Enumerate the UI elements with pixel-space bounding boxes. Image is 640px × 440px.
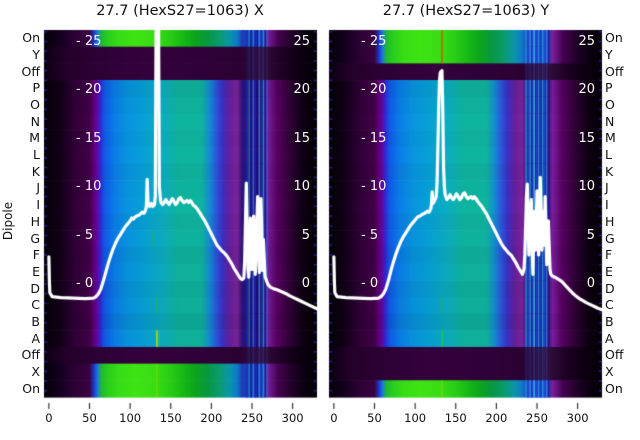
x-tick-label-X-300: 300 — [281, 411, 304, 425]
y-tick-label-right-Y-20: 20 — [578, 82, 595, 97]
x-tick-label-X-200: 200 — [200, 411, 223, 425]
row-label-right-10: I — [605, 197, 609, 213]
row-label-right-7: L — [605, 147, 612, 163]
y-tick-label-left-Y-10: - 10 — [361, 179, 387, 194]
y-tick-label-left-X-25: - 25 — [76, 33, 102, 49]
panel-title-y: 27.7 (HexS27=1063) Y — [382, 3, 550, 19]
row-label-left-4: O — [30, 97, 40, 113]
row-label-left-17: B — [31, 313, 40, 329]
y-tick-label-right-X-10: 10 — [293, 179, 310, 194]
row-label-left-13: F — [32, 247, 40, 263]
row-label-right-14: E — [605, 263, 613, 279]
row-label-right-3: P — [605, 80, 613, 96]
row-label-right-17: B — [605, 313, 614, 329]
row-label-left-10: I — [36, 197, 40, 213]
row-label-left-2: Off — [21, 63, 40, 79]
y-tick-label-left-Y-15: - 15 — [361, 130, 387, 146]
y-tick-label-left-X-0: - 0 — [76, 276, 94, 291]
row-label-left-16: C — [31, 297, 40, 313]
y-tick-label-left-X-20: - 20 — [76, 82, 102, 97]
row-label-right-5: N — [605, 113, 615, 129]
y-tick-label-right-X-5: 5 — [301, 227, 310, 243]
row-label-right-13: F — [605, 247, 613, 263]
row-label-right-6: M — [605, 130, 616, 146]
row-label-left-21: On — [22, 380, 40, 396]
row-label-right-19: Off — [605, 347, 624, 363]
x-tick-label-Y-200: 200 — [485, 411, 508, 425]
row-label-left-15: D — [30, 280, 40, 296]
row-label-left-20: X — [31, 363, 40, 379]
y-tick-label-right-Y-15: 15 — [578, 130, 595, 146]
row-label-left-6: M — [29, 130, 40, 146]
row-label-right-12: G — [605, 230, 615, 246]
row-label-right-11: H — [605, 213, 615, 229]
row-label-right-21: On — [605, 380, 623, 396]
y-tick-label-left-Y-5: - 5 — [361, 227, 379, 243]
row-label-right-16: C — [605, 297, 614, 313]
row-label-right-2: Off — [605, 63, 624, 79]
x-tick-label-X-0: 0 — [45, 411, 53, 425]
x-tick-label-X-50: 50 — [82, 411, 97, 425]
x-tick-label-Y-100: 100 — [404, 411, 427, 425]
y-tick-label-left-X-5: - 5 — [76, 227, 94, 243]
row-label-left-18: A — [31, 330, 40, 346]
row-label-left-11: H — [30, 213, 40, 229]
y-tick-label-right-Y-10: 10 — [578, 179, 595, 194]
row-label-right-1: Y — [605, 47, 613, 63]
row-label-left-1: Y — [32, 47, 40, 63]
y-tick-label-left-Y-25: - 25 — [361, 33, 387, 49]
row-label-right-4: O — [605, 97, 615, 113]
row-label-left-19: Off — [21, 347, 40, 363]
y-tick-label-left-Y-20: - 20 — [361, 82, 387, 97]
row-label-right-15: D — [605, 280, 615, 296]
y-tick-label-left-Y-0: - 0 — [361, 276, 379, 291]
row-label-right-20: X — [605, 363, 614, 379]
y-tick-label-right-X-15: 15 — [293, 130, 310, 146]
x-tick-label-X-100: 100 — [119, 411, 142, 425]
row-label-left-8: K — [31, 163, 40, 179]
y-tick-label-right-Y-5: 5 — [586, 227, 595, 243]
row-label-left-0: On — [22, 30, 40, 46]
row-label-left-7: L — [33, 147, 40, 163]
x-tick-label-Y-0: 0 — [330, 411, 338, 425]
row-label-left-3: P — [32, 80, 40, 96]
x-tick-label-X-250: 250 — [241, 411, 263, 425]
row-label-left-14: E — [32, 263, 40, 279]
x-tick-label-Y-50: 50 — [367, 411, 382, 425]
y-tick-label-left-X-15: - 15 — [76, 130, 102, 146]
y-tick-label-right-X-20: 20 — [293, 82, 310, 97]
row-label-right-0: On — [605, 30, 623, 46]
x-tick-label-Y-300: 300 — [566, 411, 589, 425]
panel-title-x: 27.7 (HexS27=1063) X — [96, 3, 264, 19]
x-tick-label-Y-150: 150 — [444, 411, 467, 425]
y-tick-label-right-X-25: 25 — [293, 33, 310, 49]
row-label-left-5: N — [30, 113, 40, 129]
y-tick-label-right-Y-0: 0 — [586, 276, 595, 291]
y-tick-label-left-X-10: - 10 — [76, 179, 102, 194]
row-label-right-8: K — [605, 163, 614, 179]
x-tick-label-Y-250: 250 — [526, 411, 548, 425]
row-label-left-12: G — [30, 230, 40, 246]
y-tick-label-right-X-0: 0 — [301, 276, 310, 291]
row-label-left-9: J — [36, 180, 40, 196]
y-tick-label-right-Y-25: 25 — [578, 33, 595, 49]
row-label-right-9: J — [605, 180, 609, 196]
row-label-right-18: A — [605, 330, 614, 346]
x-tick-label-X-150: 150 — [159, 411, 182, 425]
